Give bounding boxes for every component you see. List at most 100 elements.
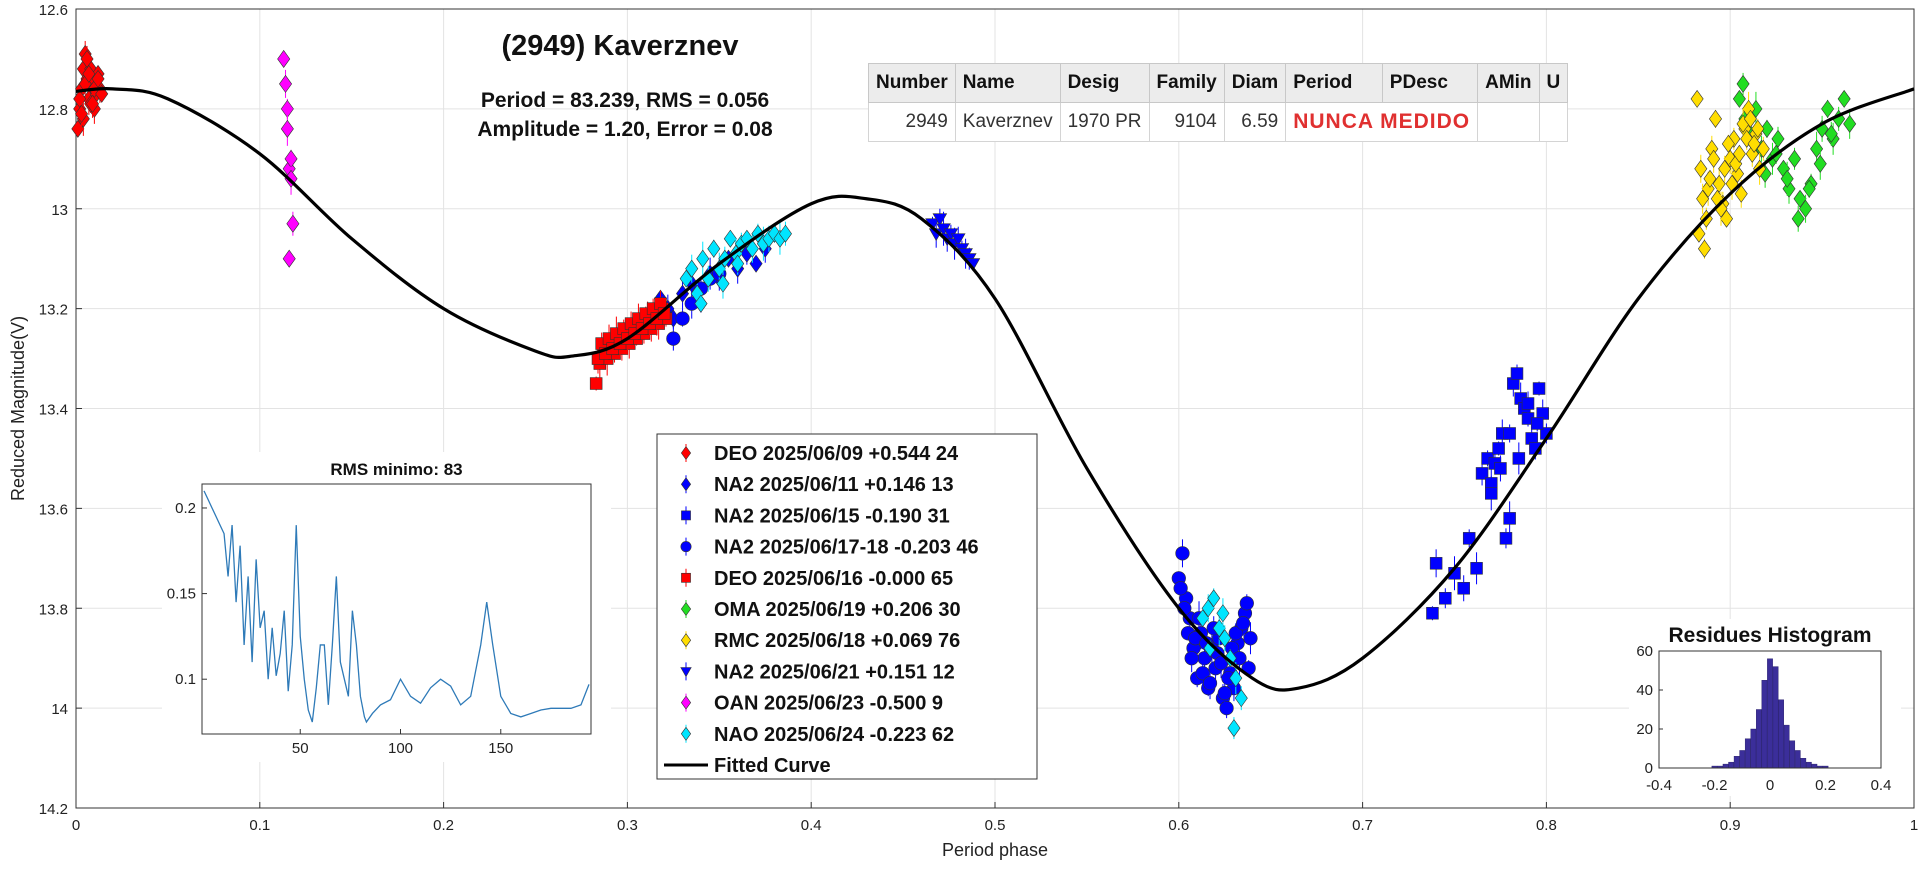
hist-bar	[1789, 740, 1796, 769]
y-tick-label: 12.6	[39, 2, 68, 19]
data-point	[1727, 129, 1741, 148]
data-point	[696, 249, 710, 268]
data-point	[1821, 99, 1835, 118]
data-point	[1227, 719, 1241, 738]
hist-bar	[1783, 724, 1790, 769]
x-tick-label: 0.9	[1720, 817, 1741, 834]
series-8	[277, 49, 300, 268]
data-point	[277, 49, 291, 68]
rms-x-tick-label: 150	[488, 740, 513, 757]
hist-x-tick-label: 0	[1766, 777, 1774, 794]
legend-marker	[680, 633, 692, 648]
data-point	[1780, 169, 1794, 188]
data-point	[1824, 124, 1838, 143]
legend-label: NA2 2025/06/17-18 -0.203 46	[714, 537, 979, 559]
data-point	[1718, 159, 1732, 178]
data-point	[731, 254, 745, 273]
hist-x-tick-label: 0.2	[1815, 777, 1836, 794]
hist-bar	[1811, 763, 1818, 769]
data-point	[1196, 609, 1210, 628]
fit-amplitude-text: Amplitude = 1.20, Error = 0.08	[477, 118, 773, 141]
x-tick-label: 0.7	[1352, 817, 1373, 834]
data-point	[1813, 154, 1827, 173]
info-header-desig: Desig	[1059, 63, 1150, 103]
data-point	[1492, 442, 1505, 455]
data-point	[1494, 462, 1507, 475]
rms-y-tick-label: 0.2	[175, 500, 196, 517]
rms-y-tick-label: 0.1	[175, 671, 196, 688]
legend-label: RMC 2025/06/18 +0.069 76	[714, 630, 960, 652]
hist-y-tick-label: 40	[1636, 682, 1653, 699]
rms-x-tick-label: 100	[388, 740, 413, 757]
data-point	[1207, 589, 1221, 608]
hist-bar	[1750, 728, 1757, 769]
hist-x-tick-label: 0.4	[1871, 777, 1892, 794]
data-point	[73, 89, 87, 108]
fit-period-text: Period = 83.239, RMS = 0.056	[481, 89, 769, 112]
data-point	[286, 214, 300, 233]
hist-bar	[1733, 756, 1740, 769]
data-point	[82, 64, 96, 83]
hist-bar	[1806, 761, 1812, 769]
hist-bar	[1728, 761, 1734, 769]
data-point	[1799, 199, 1813, 218]
info-cell-number: 2949	[868, 102, 956, 142]
legend-marker	[680, 695, 692, 710]
legend: DEO 2025/06/09 +0.544 24 NA2 2025/06/11 +…	[656, 433, 1038, 780]
data-point	[1503, 512, 1516, 525]
data-point	[1720, 209, 1734, 228]
data-point	[1195, 666, 1210, 681]
y-tick-label: 13.2	[39, 302, 68, 319]
data-point	[1701, 179, 1715, 198]
data-point	[1228, 626, 1243, 641]
data-point	[1697, 239, 1711, 258]
data-point	[1703, 169, 1717, 188]
info-cell-diam: 6.59	[1223, 102, 1287, 142]
data-point	[1747, 134, 1761, 153]
info-table-header-row: Number Name Desig Family Diam Period PDe…	[868, 63, 1569, 103]
data-point	[1429, 557, 1443, 570]
hist-bar	[1778, 699, 1784, 769]
data-points	[71, 40, 1857, 740]
data-point	[1709, 109, 1722, 128]
hist-bar	[1794, 750, 1801, 769]
y-tick-label: 13.8	[39, 601, 68, 618]
x-tick-label: 0.8	[1536, 817, 1557, 834]
data-point	[1760, 119, 1774, 138]
data-point	[279, 74, 293, 93]
info-cell-family: 9104	[1148, 102, 1225, 142]
data-point	[1202, 676, 1218, 691]
rms-x-tick-label: 50	[292, 740, 309, 757]
y-tick-label: 14	[51, 701, 68, 718]
data-point	[1243, 631, 1258, 646]
data-point	[1791, 209, 1805, 228]
info-header-period: Period	[1285, 63, 1383, 103]
data-point	[1499, 532, 1513, 545]
legend-marker	[680, 445, 692, 461]
data-point	[1457, 582, 1470, 595]
data-point	[1485, 487, 1498, 500]
info-cell-desig: 1970 PR	[1059, 102, 1150, 142]
series-7	[925, 208, 981, 272]
fitted-curve	[75, 87, 1915, 692]
legend-label: NAO 2025/06/24 -0.223 62	[714, 724, 954, 746]
info-cell-name: Kaverznev	[954, 102, 1061, 142]
info-header-u: U	[1538, 63, 1569, 103]
data-point	[1439, 592, 1452, 605]
data-point	[282, 249, 296, 268]
legend-marker	[680, 601, 692, 617]
legend-marker	[680, 667, 692, 678]
data-point	[1175, 546, 1190, 561]
data-point	[1462, 532, 1476, 545]
data-point	[1521, 397, 1535, 410]
hist-y-tick-label: 60	[1636, 643, 1653, 660]
data-point	[1218, 629, 1232, 648]
hist-bar	[1767, 658, 1773, 769]
asteroid-info-table: Number Name Desig Family Diam Period PDe…	[868, 63, 1569, 142]
y-tick-label: 12.8	[39, 102, 68, 119]
info-header-diam: Diam	[1223, 63, 1287, 103]
info-cell-period: NUNCA MEDIDO	[1285, 102, 1479, 142]
y-tick-label: 13	[51, 202, 68, 219]
info-header-name: Name	[954, 63, 1061, 103]
